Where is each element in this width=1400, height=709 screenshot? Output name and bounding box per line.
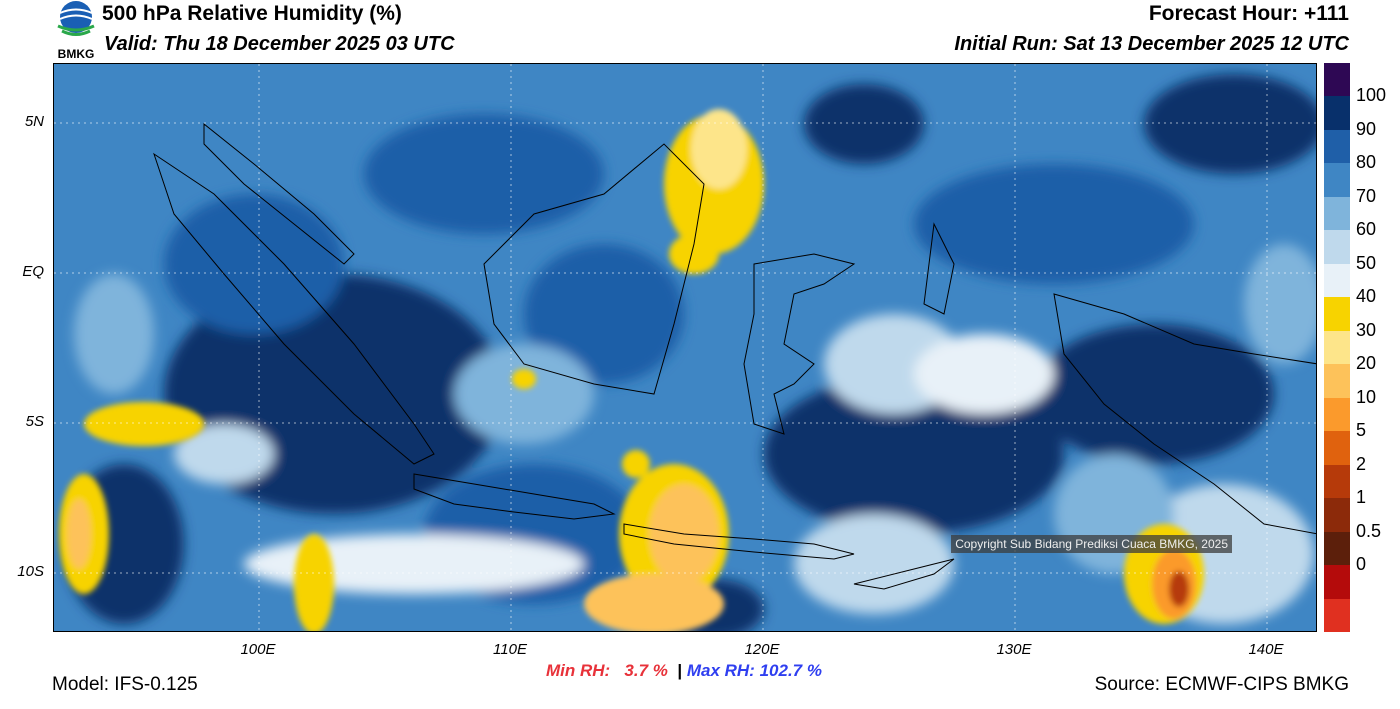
coastlines bbox=[153, 122, 1316, 590]
colorbar-swatch bbox=[1324, 431, 1350, 466]
forecast-hour: Forecast Hour: +111 bbox=[1148, 2, 1349, 25]
lon-label-100e: 100E bbox=[240, 641, 276, 658]
colorbar-label: 30 bbox=[1356, 319, 1377, 340]
lon-label-130e: 130E bbox=[996, 641, 1032, 658]
colorbar-swatch bbox=[1324, 230, 1350, 265]
colorbar-label: 10 bbox=[1356, 386, 1377, 407]
lon-label-140e: 140E bbox=[1248, 641, 1284, 658]
humidity-map: Copyright Sub Bidang Prediksi Cuaca BMKG… bbox=[53, 63, 1317, 632]
lat-label-5n: 5N bbox=[24, 113, 44, 130]
colorbar-swatch bbox=[1324, 397, 1350, 432]
max-rh-label: Max RH: bbox=[686, 661, 755, 680]
valid-time: Valid: Thu 18 December 2025 03 UTC bbox=[104, 33, 455, 55]
bmkg-logo: BMKG bbox=[52, 0, 100, 62]
logo-text: BMKG bbox=[58, 47, 95, 61]
colorbar-swatch bbox=[1324, 63, 1350, 97]
colorbar-label: 90 bbox=[1356, 118, 1377, 139]
rh-stats: Min RH: 3.7 % | Max RH: 102.7 % bbox=[546, 661, 822, 681]
min-rh-value: 3.7 % bbox=[624, 661, 668, 680]
source-info: Source: ECMWF-CIPS BMKG bbox=[1094, 674, 1349, 695]
colorbar-label: 80 bbox=[1356, 152, 1377, 173]
initial-run: Initial Run: Sat 13 December 2025 12 UTC bbox=[954, 33, 1349, 55]
colorbar bbox=[1324, 63, 1350, 633]
lat-label-eq: EQ bbox=[22, 263, 44, 280]
colorbar-swatch bbox=[1324, 364, 1350, 399]
colorbar-label: 40 bbox=[1356, 286, 1377, 307]
copyright-notice: Copyright Sub Bidang Prediksi Cuaca BMKG… bbox=[951, 535, 1232, 553]
colorbar-label: 20 bbox=[1356, 353, 1377, 374]
colorbar-swatch bbox=[1324, 196, 1350, 231]
colorbar-swatch bbox=[1324, 464, 1350, 499]
lon-label-110e: 110E bbox=[493, 641, 527, 658]
colorbar-label: 5 bbox=[1356, 420, 1367, 441]
colorbar-label: 50 bbox=[1356, 252, 1377, 273]
colorbar-swatch bbox=[1324, 163, 1350, 198]
colorbar-swatch bbox=[1324, 565, 1350, 600]
min-rh-label: Min RH: bbox=[546, 661, 611, 680]
colorbar-swatch bbox=[1324, 96, 1350, 131]
colorbar-swatch bbox=[1324, 129, 1350, 164]
colorbar-label: 0.5 bbox=[1356, 520, 1382, 541]
max-rh-value: 102.7 % bbox=[759, 661, 822, 680]
lat-label-10s: 10S bbox=[17, 563, 44, 580]
colorbar-swatch bbox=[1324, 598, 1350, 633]
colorbar-swatch bbox=[1324, 263, 1350, 298]
colorbar-label: 1 bbox=[1356, 487, 1367, 508]
colorbar-label: 70 bbox=[1356, 185, 1377, 206]
colorbar-swatch bbox=[1324, 297, 1350, 332]
colorbar-label: 2 bbox=[1356, 453, 1367, 474]
lat-label-5s: 5S bbox=[25, 413, 44, 430]
colorbar-label: 100 bbox=[1356, 85, 1387, 106]
colorbar-label: 60 bbox=[1356, 219, 1377, 240]
colorbar-swatch bbox=[1324, 531, 1350, 566]
colorbar-swatch bbox=[1324, 498, 1350, 533]
model-info: Model: IFS-0.125 bbox=[52, 674, 198, 695]
stats-separator: | bbox=[677, 661, 683, 680]
colorbar-label: 0 bbox=[1356, 554, 1367, 575]
map-title: 500 hPa Relative Humidity (%) bbox=[102, 2, 402, 25]
lon-label-120e: 120E bbox=[744, 641, 780, 658]
colorbar-swatch bbox=[1324, 330, 1350, 365]
